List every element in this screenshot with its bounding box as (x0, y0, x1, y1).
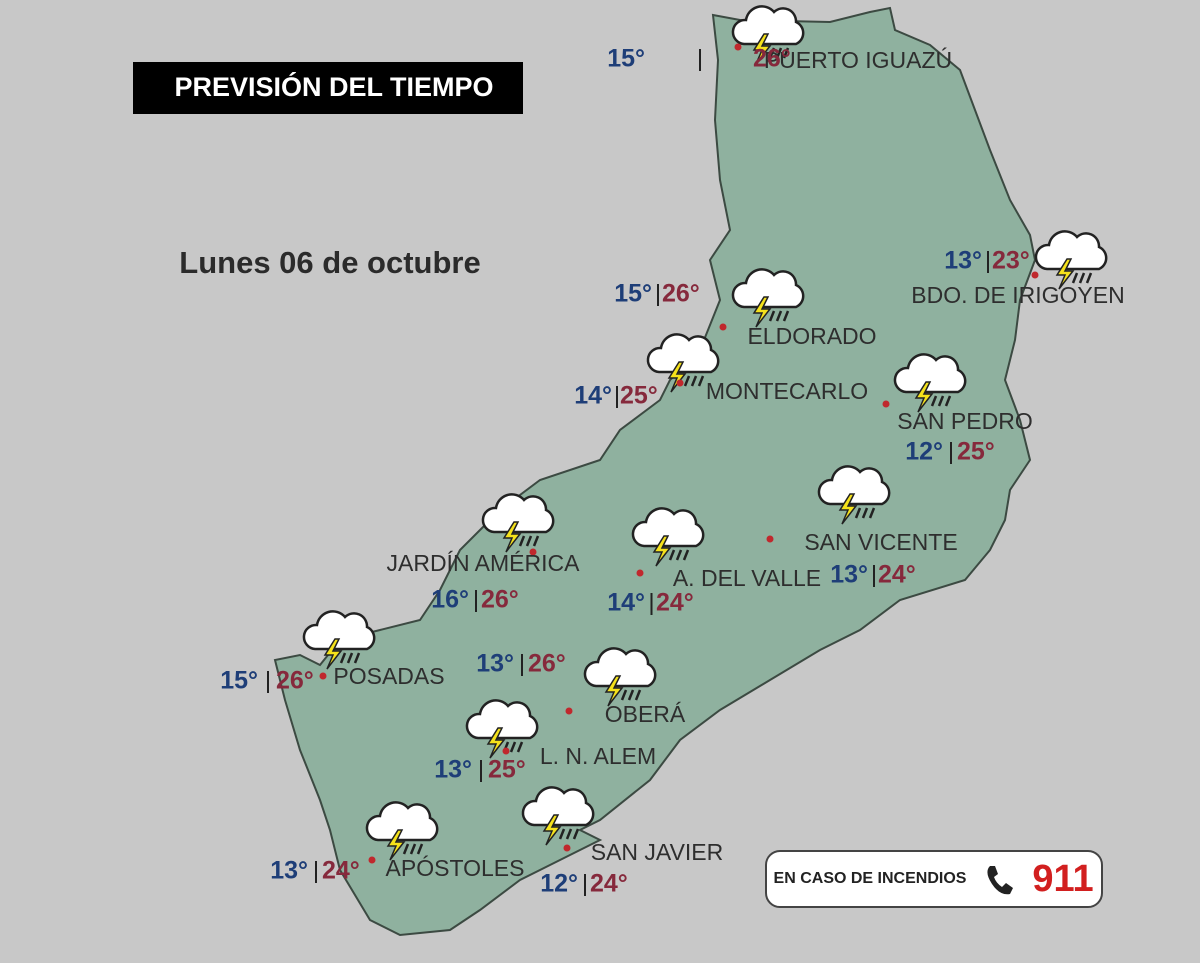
temp-max: 25° (488, 756, 526, 784)
city-name: BDO. DE IRIGOYEN (911, 282, 1124, 308)
title: PREVISIÓN DEL TIEMPO (174, 71, 493, 102)
temp-min: 14° (607, 589, 645, 617)
city-name: L. N. ALEM (540, 743, 656, 769)
phone-icon (987, 866, 1013, 895)
city-name: SAN PEDRO (897, 408, 1032, 434)
city-dot (882, 400, 890, 408)
temp-min: 12° (540, 870, 578, 898)
weather-icon (1034, 230, 1108, 291)
city-dot (529, 548, 537, 556)
temp-min: 13° (270, 857, 308, 885)
city-name: SAN JAVIER (591, 839, 724, 865)
temp-max: 23° (992, 247, 1030, 275)
temp-min: 13° (944, 247, 982, 275)
temp-max: 26° (528, 650, 566, 678)
temp-min: 13° (830, 561, 868, 589)
city-dot (636, 569, 644, 577)
temp-min: 15° (220, 667, 258, 695)
temp-max: 26° (753, 45, 791, 73)
temp-max: 25° (620, 382, 658, 410)
temp-min: 12° (905, 438, 943, 466)
temp-max: 25° (957, 438, 995, 466)
temp-max: 24° (656, 589, 694, 617)
city-dot (565, 707, 573, 715)
city-dot (719, 323, 727, 331)
city-dot (563, 844, 571, 852)
city-name: PUERTO IGUAZÚ (764, 47, 952, 73)
temp-max: 26° (276, 667, 314, 695)
emergency-number: 911 (1032, 858, 1093, 900)
temp-min: 15° (614, 280, 652, 308)
title-box (133, 62, 523, 114)
city-dot (368, 856, 376, 864)
city-name: APÓSTOLES (386, 855, 525, 881)
city-dot (734, 43, 742, 51)
city-name: POSADAS (333, 663, 444, 689)
emergency-badge: EN CASO DE INCENDIOS 911 (765, 850, 1103, 908)
city-name: MONTECARLO (706, 378, 868, 404)
temp-max: 24° (590, 870, 628, 898)
city-dot (1031, 271, 1039, 279)
temp-min: 15° (607, 45, 645, 73)
city-name: ELDORADO (747, 323, 876, 349)
temp-min: 16° (431, 586, 469, 614)
city-dot (319, 672, 327, 680)
temp-max: 24° (322, 857, 360, 885)
city-dot (502, 747, 510, 755)
date: Lunes 06 de octubre (179, 245, 480, 280)
city-dot (766, 535, 774, 543)
temp-min: 13° (434, 756, 472, 784)
temp-max: 24° (878, 561, 916, 589)
city-name: SAN VICENTE (804, 529, 957, 555)
temp-max: 26° (662, 280, 700, 308)
temp-max: 26° (481, 586, 519, 614)
temp-min: 13° (476, 650, 514, 678)
city-name: OBERÁ (605, 701, 686, 727)
temp-min: 14° (574, 382, 612, 410)
city-name: JARDÍN AMÉRICA (387, 550, 581, 576)
province-shape (273, 6, 1037, 937)
emergency-label: EN CASO DE INCENDIOS (774, 870, 967, 887)
city-dot (676, 379, 684, 387)
city-name: A. DEL VALLE (673, 565, 821, 591)
